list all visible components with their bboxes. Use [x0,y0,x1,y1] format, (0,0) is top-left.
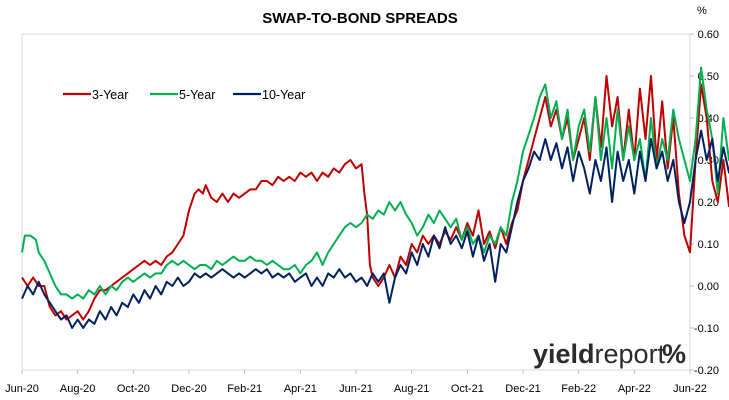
x-tick-label: Jun-21 [339,383,373,395]
y-axis: 0.600.500.400.300.200.100.00-0.10-0.20 [690,29,719,377]
series-lines [21,66,729,329]
x-tick-label: Feb-22 [561,383,596,395]
x-tick-label: Oct-20 [117,383,150,395]
x-tick-label: Dec-21 [505,383,540,395]
brand-percent-icon: % [662,339,686,369]
x-tick-label: Jun-20 [5,383,39,395]
brand-bold: yield [533,339,595,369]
y-tick-label: 0.10 [698,239,719,251]
legend-label: 3-Year [92,88,128,102]
brand-logo: yieldreport % [533,339,686,369]
x-tick-label: Aug-20 [60,383,95,395]
x-tick-label: Dec-20 [171,383,206,395]
x-tick-label: Aug-21 [394,383,429,395]
brand-wordmark: yieldreport [533,339,666,369]
x-tick-label: Apr-22 [618,383,651,395]
x-tick-label: Feb-21 [227,383,262,395]
x-axis: Jun-20 Aug-20 Oct-20 Dec-20 Feb-21 Apr-21 Jun-… [5,370,707,395]
y-tick-label: -0.20 [694,365,719,377]
series-line-5-year [21,66,729,300]
x-tick-label: Apr-21 [284,383,317,395]
series-line-10-year [21,129,729,329]
legend-label: 10-Year [262,88,305,102]
chart-title: SWAP-TO-BOND SPREADS [262,10,458,27]
legend-label: 5-Year [179,88,215,102]
unit-label: % [697,5,707,17]
legend: 3-Year 5-Year 10-Year [63,88,305,102]
y-tick-label: -0.10 [694,323,719,335]
y-tick-label: 0.00 [698,281,719,293]
x-tick-label: Jun-22 [673,383,707,395]
y-tick-label: 0.60 [698,29,719,41]
brand-light: report [595,339,666,369]
series-line-3-year [21,75,729,321]
y-tick-label: 0.20 [698,197,719,209]
x-tick-label: Oct-21 [451,383,484,395]
